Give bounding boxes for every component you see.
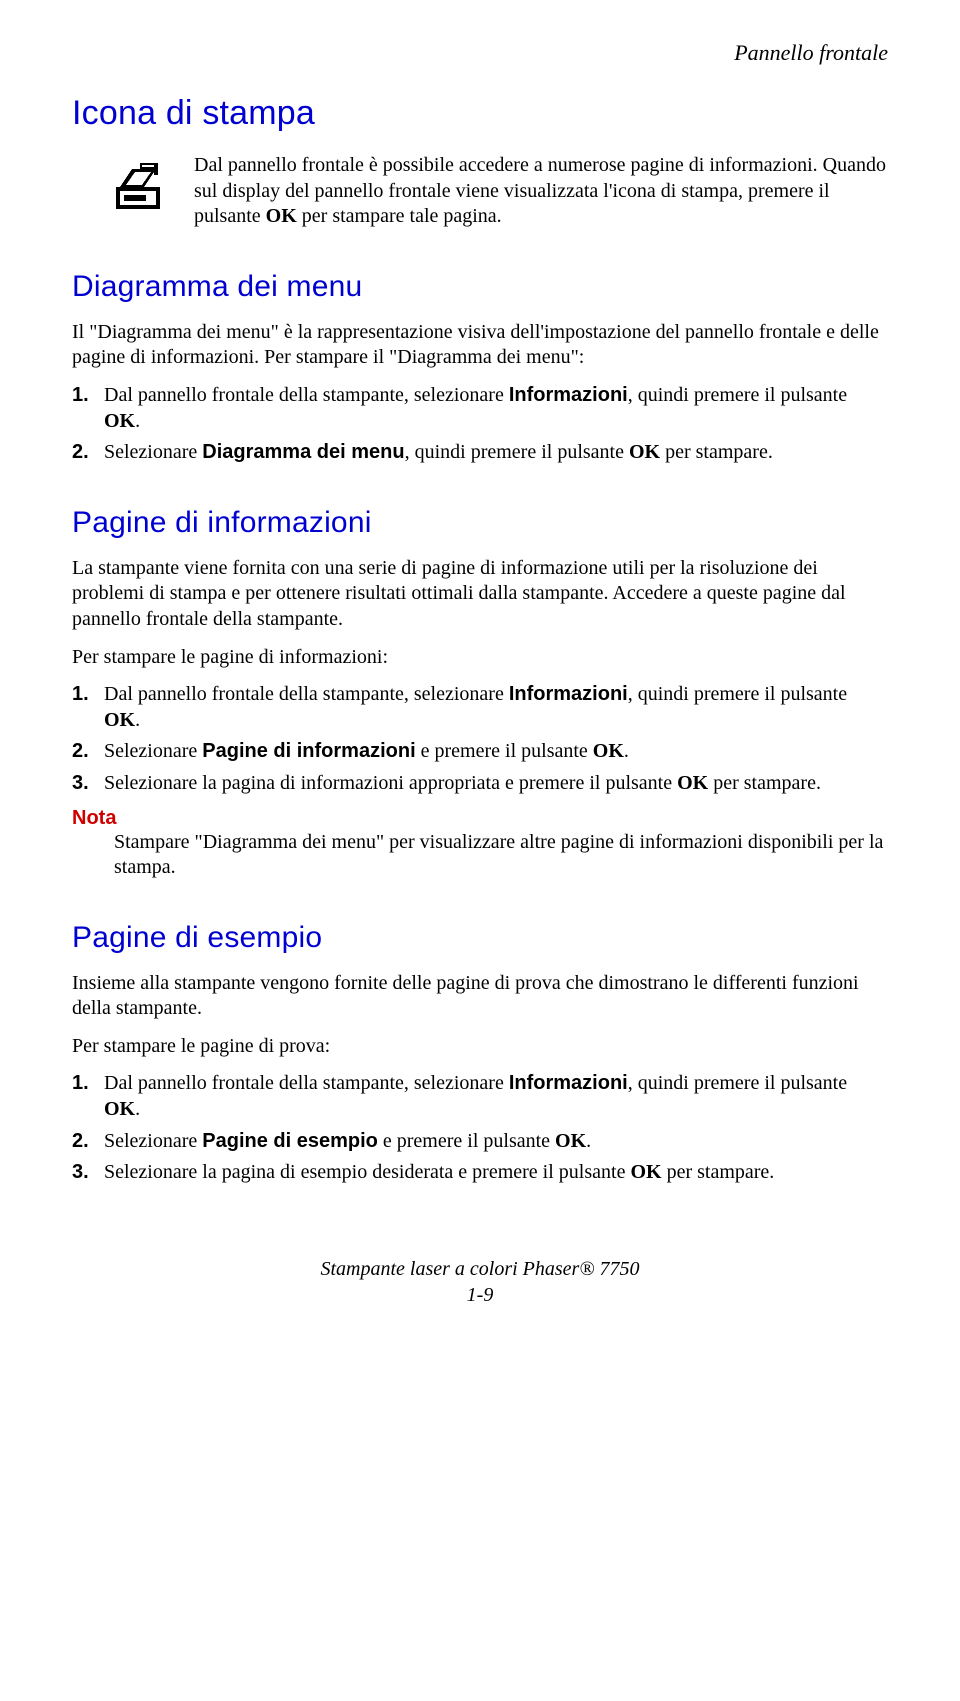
section-title-diagramma: Diagramma dei menu xyxy=(72,270,888,304)
pagine-info-p1: La stampante viene fornita con una serie… xyxy=(72,556,888,633)
diagramma-intro: Il "Diagramma dei menu" è la rappresenta… xyxy=(72,320,888,371)
step-number: 1. xyxy=(72,1071,104,1122)
section-title-pagine-esempio: Pagine di esempio xyxy=(72,921,888,955)
nota-body: Stampare "Diagramma dei menu" per visual… xyxy=(114,830,888,881)
diagramma-steps: 1. Dal pannello frontale della stampante… xyxy=(72,383,888,466)
list-item: 2. Selezionare Diagramma dei menu, quind… xyxy=(72,440,888,466)
footer-page-number: 1-9 xyxy=(72,1282,888,1308)
pagine-esempio-p2: Per stampare le pagine di prova: xyxy=(72,1034,888,1060)
step-number: 2. xyxy=(72,440,104,466)
step-text: Selezionare Pagine di esempio e premere … xyxy=(104,1129,888,1155)
section-title-pagine-info: Pagine di informazioni xyxy=(72,506,888,540)
step-number: 3. xyxy=(72,771,104,797)
list-item: 1. Dal pannello frontale della stampante… xyxy=(72,383,888,434)
pagine-info-p2: Per stampare le pagine di informazioni: xyxy=(72,645,888,671)
step-number: 2. xyxy=(72,1129,104,1155)
print-icon xyxy=(110,157,166,218)
intro-text: Dal pannello frontale è possibile accede… xyxy=(194,153,888,230)
list-item: 2. Selezionare Pagine di informazioni e … xyxy=(72,739,888,765)
step-number: 1. xyxy=(72,383,104,434)
step-number: 2. xyxy=(72,739,104,765)
page-footer: Stampante laser a colori Phaser® 7750 1-… xyxy=(72,1256,888,1308)
document-page: Pannello frontale Icona di stampa Dal pa… xyxy=(0,0,960,1348)
list-item: 2. Selezionare Pagine di esempio e preme… xyxy=(72,1129,888,1155)
list-item: 1. Dal pannello frontale della stampante… xyxy=(72,1071,888,1122)
page-title: Icona di stampa xyxy=(72,94,888,133)
step-text: Dal pannello frontale della stampante, s… xyxy=(104,383,888,434)
pagine-info-steps: 1. Dal pannello frontale della stampante… xyxy=(72,682,888,796)
footer-title: Stampante laser a colori Phaser® 7750 xyxy=(72,1256,888,1282)
list-item: 3. Selezionare la pagina di informazioni… xyxy=(72,771,888,797)
intro-ok: OK xyxy=(266,205,297,227)
running-header: Pannello frontale xyxy=(72,40,888,66)
list-item: 1. Dal pannello frontale della stampante… xyxy=(72,682,888,733)
pagine-esempio-p1: Insieme alla stampante vengono fornite d… xyxy=(72,971,888,1022)
step-number: 3. xyxy=(72,1160,104,1186)
step-text: Selezionare la pagina di esempio desider… xyxy=(104,1160,888,1186)
step-text: Selezionare Diagramma dei menu, quindi p… xyxy=(104,440,888,466)
step-text: Dal pannello frontale della stampante, s… xyxy=(104,1071,888,1122)
step-number: 1. xyxy=(72,682,104,733)
pagine-esempio-steps: 1. Dal pannello frontale della stampante… xyxy=(72,1071,888,1185)
intro-block: Dal pannello frontale è possibile accede… xyxy=(72,153,888,230)
step-text: Selezionare la pagina di informazioni ap… xyxy=(104,771,888,797)
step-text: Selezionare Pagine di informazioni e pre… xyxy=(104,739,888,765)
step-text: Dal pannello frontale della stampante, s… xyxy=(104,682,888,733)
list-item: 3. Selezionare la pagina di esempio desi… xyxy=(72,1160,888,1186)
intro-part2: per stampare tale pagina. xyxy=(297,205,502,227)
nota-label: Nota xyxy=(72,807,888,830)
